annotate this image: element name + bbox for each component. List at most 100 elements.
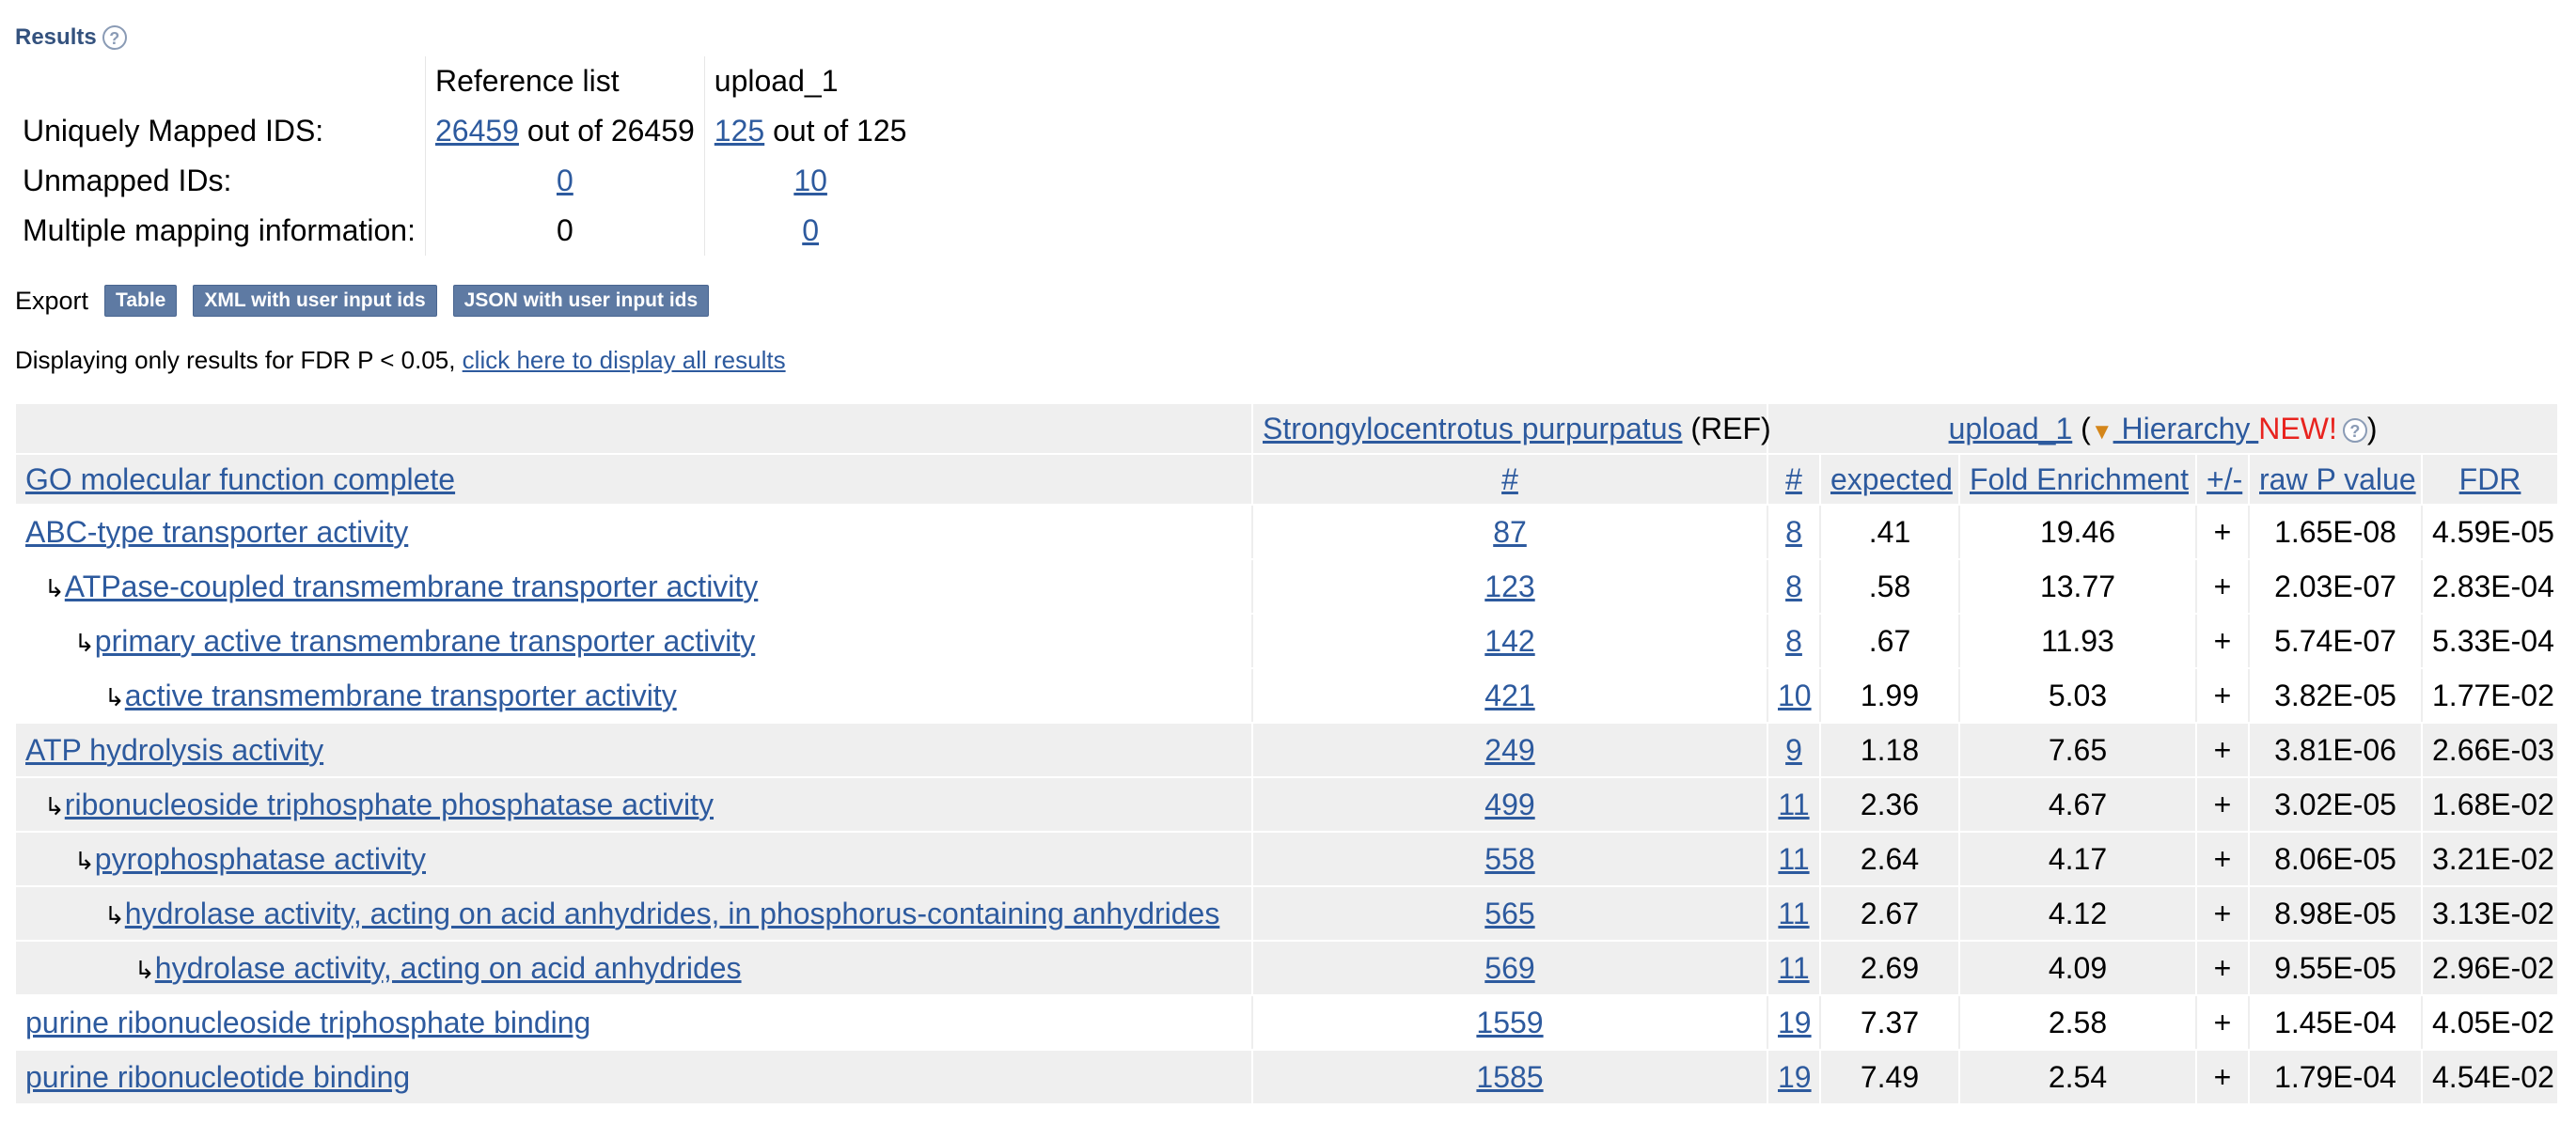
upload-unmapped-link[interactable]: 10 <box>793 164 827 197</box>
col-header-count[interactable]: # <box>1767 454 1821 506</box>
fold-enrichment-cell: 2.58 <box>1959 995 2197 1051</box>
sign-cell: + <box>2196 995 2250 1051</box>
expected-cell: 1.99 <box>1820 668 1960 724</box>
child-arrow-icon: ↳ <box>104 900 125 929</box>
upload-link[interactable]: upload_1 <box>1948 411 2073 445</box>
col-header-ref-count[interactable]: # <box>1252 454 1768 506</box>
sign-cell: + <box>2196 886 2250 942</box>
count-link[interactable]: 11 <box>1778 841 1810 876</box>
upload-mapped-cell: 125 out of 125 <box>703 106 917 156</box>
mapping-summary-table: Reference list upload_1 Uniquely Mapped … <box>13 56 917 256</box>
question-circle-icon[interactable]: ? <box>102 25 127 50</box>
count-link[interactable]: 11 <box>1778 896 1810 930</box>
count-link[interactable]: 11 <box>1778 787 1810 821</box>
triangle-down-icon[interactable]: ▼ <box>2090 418 2113 445</box>
ref-count-sort-link[interactable]: # <box>1501 461 1518 496</box>
ref-count-link[interactable]: 499 <box>1484 787 1535 821</box>
go-term-link[interactable]: primary active transmembrane transporter… <box>94 623 756 658</box>
col-header-raw-p[interactable]: raw P value <box>2249 454 2423 506</box>
fdr-cell: 1.68E-02 <box>2422 777 2560 833</box>
ref-count-link[interactable]: 249 <box>1484 732 1535 767</box>
fold-enrichment-cell: 5.03 <box>1959 668 2197 724</box>
table-group-header-row: Strongylocentrotus purpurpatus (REF) upl… <box>16 404 2560 455</box>
count-link[interactable]: 10 <box>1778 678 1812 712</box>
count-link[interactable]: 19 <box>1778 1005 1812 1039</box>
raw-p-value-cell: 9.55E-05 <box>2249 941 2423 996</box>
sign-cell: + <box>2196 1050 2250 1105</box>
child-arrow-icon: ↳ <box>134 955 155 984</box>
count-link[interactable]: 9 <box>1785 732 1802 767</box>
mapping-row-uniquely-mapped: Uniquely Mapped IDS: 26459 out of 26459 … <box>13 106 917 156</box>
fdr-sort-link[interactable]: FDR <box>2458 461 2521 496</box>
export-table-button[interactable]: Table <box>104 285 178 317</box>
col-header-category[interactable]: GO molecular function complete <box>16 454 1253 506</box>
ref-count-link[interactable]: 558 <box>1484 841 1535 876</box>
upload-unmapped-cell: 10 <box>703 156 917 206</box>
term-cell: ↳pyrophosphatase activity <box>16 832 1253 887</box>
expected-cell: 2.69 <box>1820 941 1960 996</box>
go-term-link[interactable]: ATP hydrolysis activity <box>25 732 324 767</box>
question-circle-icon[interactable]: ? <box>2342 418 2367 444</box>
fold-sort-link[interactable]: Fold Enrichment <box>1970 461 2189 496</box>
sign-sort-link[interactable]: +/- <box>2207 461 2243 496</box>
ref-mapped-link[interactable]: 26459 <box>434 114 519 148</box>
go-term-link[interactable]: ATPase-coupled transmembrane transporter… <box>64 569 759 603</box>
table-row: ↳pyrophosphatase activity 558 11 2.64 4.17 +8… <box>16 832 2560 887</box>
sign-cell: + <box>2196 614 2250 669</box>
export-row: Export Table XML with user input ids JSO… <box>15 285 710 317</box>
col-header-sign[interactable]: +/- <box>2196 454 2250 506</box>
raw-p-value-cell: 5.74E-07 <box>2249 614 2423 669</box>
count-link[interactable]: 19 <box>1778 1059 1812 1094</box>
upload-mapped-link[interactable]: 125 <box>714 114 765 148</box>
reference-species-link[interactable]: Strongylocentrotus purpurpatus <box>1263 411 1683 445</box>
upload-mapped-suffix: out of 125 <box>764 114 907 148</box>
ref-unmapped-link[interactable]: 0 <box>556 164 573 197</box>
col-header-fold[interactable]: Fold Enrichment <box>1959 454 2197 506</box>
child-arrow-icon: ↳ <box>74 846 95 875</box>
fold-enrichment-cell: 4.67 <box>1959 777 2197 833</box>
ref-count-cell: 249 <box>1252 723 1768 778</box>
fold-enrichment-cell: 7.65 <box>1959 723 2197 778</box>
export-xml-button[interactable]: XML with user input ids <box>193 285 437 317</box>
ref-count-link[interactable]: 569 <box>1484 950 1535 985</box>
ref-count-link[interactable]: 142 <box>1484 623 1535 658</box>
paren-close: ) <box>2366 411 2378 445</box>
display-all-results-link[interactable]: click here to display all results <box>462 346 786 374</box>
ref-count-link[interactable]: 1585 <box>1476 1059 1544 1094</box>
go-term-link[interactable]: purine ribonucleoside triphosphate bindi… <box>25 1005 591 1039</box>
go-term-link[interactable]: purine ribonucleotide binding <box>25 1059 411 1094</box>
count-sort-link[interactable]: # <box>1785 461 1802 496</box>
count-link[interactable]: 8 <box>1785 514 1802 549</box>
go-term-link[interactable]: pyrophosphatase activity <box>94 841 426 876</box>
upload-multiple-link[interactable]: 0 <box>802 213 819 247</box>
ref-unmapped-cell: 0 <box>424 156 705 206</box>
expected-sort-link[interactable]: expected <box>1830 461 1953 496</box>
col-header-fdr[interactable]: FDR <box>2422 454 2560 506</box>
mapping-label: Multiple mapping information: <box>23 213 416 247</box>
raw-p-sort-link[interactable]: raw P value <box>2259 461 2416 496</box>
count-link[interactable]: 8 <box>1785 569 1802 603</box>
count-cell: 19 <box>1767 1050 1821 1105</box>
ref-count-link[interactable]: 421 <box>1484 678 1535 712</box>
col-header-expected[interactable]: expected <box>1820 454 1960 506</box>
ref-count-link[interactable]: 1559 <box>1476 1005 1544 1039</box>
category-sort-link[interactable]: GO molecular function complete <box>25 461 456 496</box>
results-table: Strongylocentrotus purpurpatus (REF) upl… <box>16 404 2560 1105</box>
go-term-link[interactable]: hydrolase activity, acting on acid anhyd… <box>124 896 1220 930</box>
ref-count-link[interactable]: 565 <box>1484 896 1535 930</box>
ref-count-link[interactable]: 87 <box>1493 514 1527 549</box>
count-link[interactable]: 11 <box>1778 950 1810 985</box>
export-json-button[interactable]: JSON with user input ids <box>452 285 710 317</box>
hierarchy-link[interactable]: Hierarchy <box>2113 411 2259 445</box>
go-term-link[interactable]: ABC-type transporter activity <box>25 514 409 549</box>
ref-count-link[interactable]: 123 <box>1484 569 1535 603</box>
results-heading: Results ? <box>15 24 127 51</box>
go-term-link[interactable]: hydrolase activity, acting on acid anhyd… <box>154 950 742 985</box>
table-row: ↳hydrolase activity, acting on acid anhy… <box>16 941 2560 996</box>
go-term-link[interactable]: ribonucleoside triphosphate phosphatase … <box>64 787 715 821</box>
go-term-link[interactable]: active transmembrane transporter activit… <box>124 678 677 712</box>
fold-enrichment-cell: 2.54 <box>1959 1050 2197 1105</box>
new-badge: NEW! <box>2258 411 2337 445</box>
count-link[interactable]: 8 <box>1785 623 1802 658</box>
count-cell: 10 <box>1767 668 1821 724</box>
